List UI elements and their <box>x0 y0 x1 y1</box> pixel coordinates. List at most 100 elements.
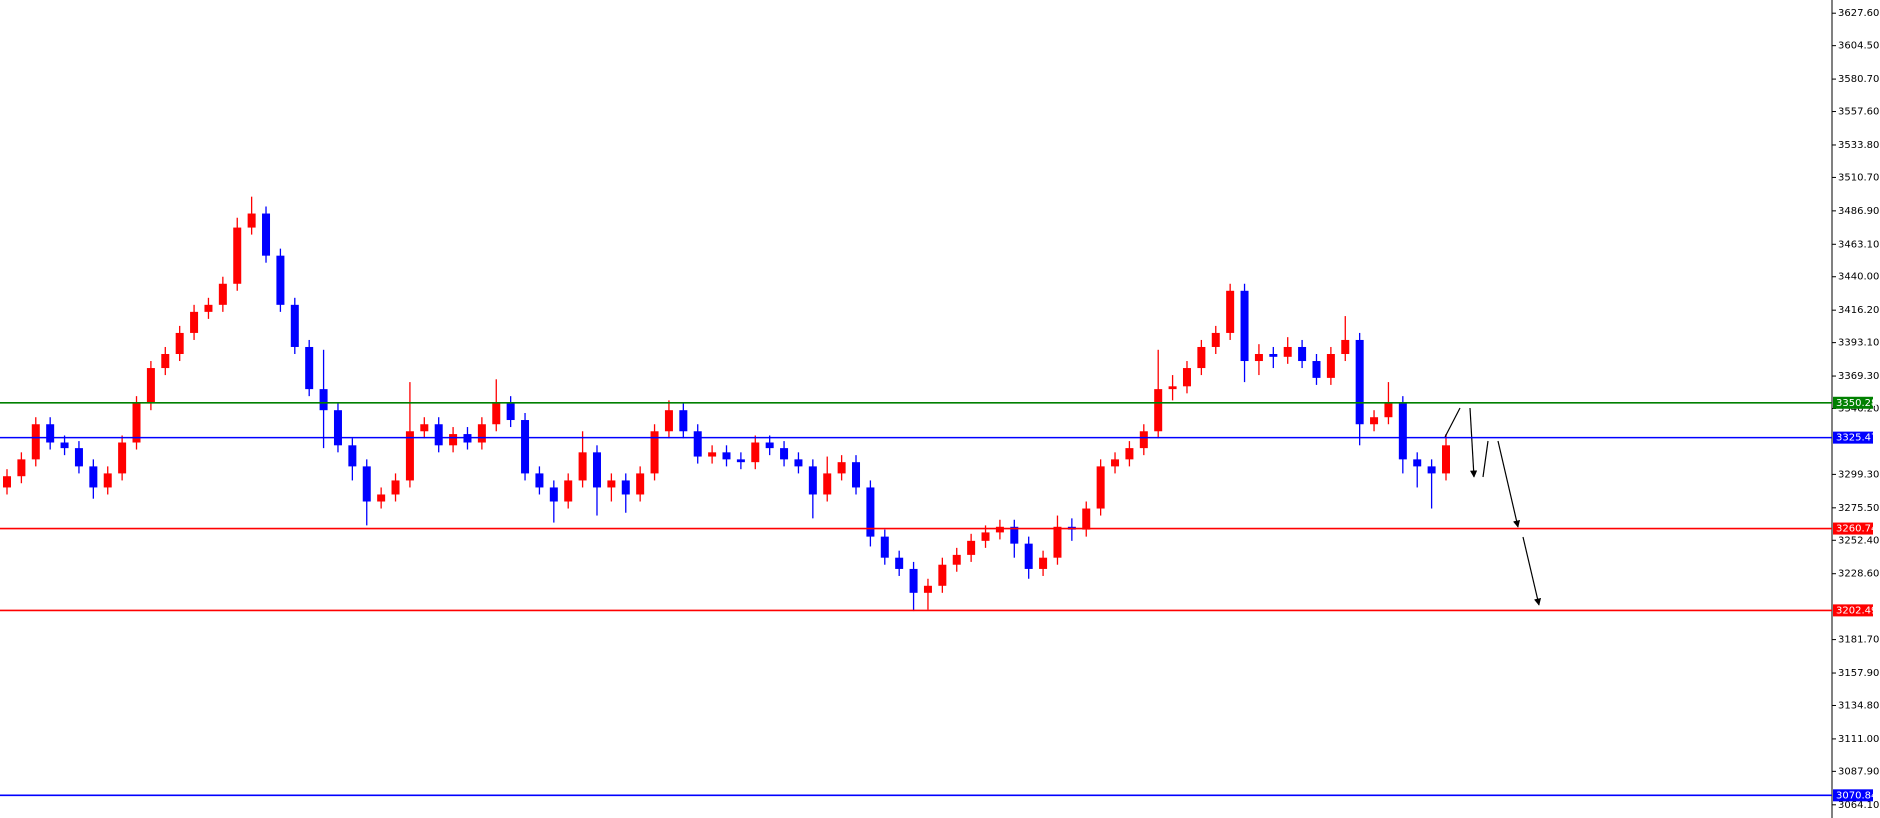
candle-body <box>74 448 83 467</box>
candle-body <box>592 452 601 488</box>
candle-body <box>1154 389 1163 432</box>
y-tick-label: 3111.00 <box>1838 734 1879 745</box>
level-label: 3350.28 <box>1836 398 1877 409</box>
y-tick-label: 3346.20 <box>1838 404 1879 415</box>
candle-body <box>89 466 98 488</box>
y-tick-label: 3064.10 <box>1838 800 1879 811</box>
y-tick-label: 3087.90 <box>1838 766 1879 777</box>
level-label-box <box>1833 396 1873 409</box>
candle-body <box>1024 543 1033 569</box>
candle-body <box>161 354 170 369</box>
candle-body <box>477 424 486 443</box>
y-tick-label: 3369.30 <box>1838 371 1879 382</box>
y-tick-label: 3228.60 <box>1838 569 1879 580</box>
y-tick-label: 3157.90 <box>1838 668 1879 679</box>
candle-body <box>679 410 688 432</box>
candle-body <box>564 480 573 502</box>
candle-body <box>103 473 112 488</box>
candle-body <box>46 424 55 443</box>
candle-body <box>348 445 357 467</box>
projection-line <box>1482 440 1489 478</box>
candle-body <box>377 494 386 502</box>
candle-body <box>1341 339 1350 355</box>
candle-body <box>1240 290 1249 362</box>
candle-body <box>1384 403 1393 418</box>
candle-body <box>837 462 846 474</box>
candle-body <box>1283 346 1292 357</box>
candle-body <box>333 410 342 446</box>
candle-body <box>305 346 314 390</box>
candle-body <box>621 480 630 495</box>
candle-body <box>895 557 904 569</box>
y-tick-label: 3580.70 <box>1838 74 1879 85</box>
candle-body <box>1168 386 1177 390</box>
candle-body <box>233 227 242 284</box>
candle-body <box>765 442 774 449</box>
candle-body <box>794 459 803 467</box>
candle-body <box>218 283 227 305</box>
y-tick-label: 3463.10 <box>1838 239 1879 250</box>
candle-body <box>175 332 184 355</box>
candle-body <box>132 403 141 443</box>
candle-body <box>276 255 285 305</box>
candle-body <box>204 304 213 312</box>
candle-body <box>1053 526 1062 558</box>
level-label-box <box>1833 522 1873 535</box>
level-label: 3260.74 <box>1836 524 1877 535</box>
candle-body <box>852 462 861 488</box>
candle-body <box>535 473 544 488</box>
y-tick-label: 3440.00 <box>1838 272 1879 283</box>
projection-arrows <box>1444 407 1542 606</box>
candle-body <box>391 480 400 495</box>
y-tick-label: 3275.50 <box>1838 503 1879 514</box>
candle-body <box>722 452 731 460</box>
candle-body <box>60 442 69 449</box>
level-label: 3202.49 <box>1836 605 1877 616</box>
y-tick-label: 3416.20 <box>1838 305 1879 316</box>
candle-body <box>1211 332 1220 347</box>
candle-body <box>636 473 645 495</box>
y-tick-label: 3486.90 <box>1838 206 1879 217</box>
y-tick-label: 3134.80 <box>1838 700 1879 711</box>
candle-body <box>1010 526 1019 544</box>
candle-body <box>1111 459 1120 467</box>
candle-body <box>17 459 26 477</box>
candle-body <box>549 487 558 502</box>
candle-body <box>1370 417 1379 425</box>
candle-body <box>434 424 443 446</box>
candle-body <box>319 389 328 411</box>
candle-body <box>506 403 515 421</box>
candle-body <box>751 442 760 463</box>
candle-body <box>1413 459 1422 467</box>
y-tick-label: 3627.60 <box>1838 8 1879 19</box>
candle-body <box>521 420 530 474</box>
y-tick-label: 3533.80 <box>1838 140 1879 151</box>
candle-body <box>1082 508 1091 530</box>
plot-area <box>3 196 1450 612</box>
candle-body <box>607 480 616 488</box>
candle-body <box>146 368 155 404</box>
candle-body <box>262 213 271 256</box>
candle-body <box>1125 448 1134 460</box>
y-tick-label: 3510.70 <box>1838 172 1879 183</box>
candle-body <box>247 213 256 228</box>
level-label-box <box>1833 604 1873 617</box>
y-tick-label: 3557.60 <box>1838 107 1879 118</box>
candle-body <box>190 311 199 333</box>
candle-body <box>981 532 990 541</box>
projection-line <box>1444 407 1461 438</box>
candle-body <box>1197 346 1206 369</box>
level-label: 3070.84 <box>1836 790 1877 801</box>
y-tick-label: 3252.40 <box>1838 535 1879 546</box>
candle-body <box>31 424 40 460</box>
candle-body <box>938 564 947 586</box>
candle-body <box>492 403 501 425</box>
candle-body <box>1298 346 1307 362</box>
candle-body <box>780 448 789 460</box>
candle-body <box>1096 466 1105 509</box>
candle-body <box>664 410 673 432</box>
candle-body <box>290 304 299 347</box>
projection-arrow <box>1497 440 1521 528</box>
candle-body <box>650 431 659 474</box>
